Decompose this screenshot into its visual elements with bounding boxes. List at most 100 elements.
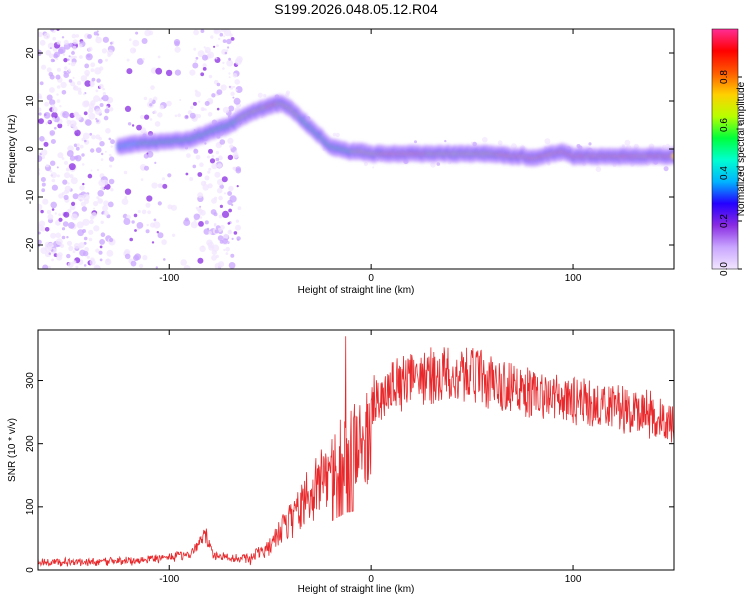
spectrogram-noise-cell (40, 247, 48, 255)
spectrogram-noise-cell (105, 105, 109, 109)
spectrogram-noise-cell (157, 232, 164, 239)
spectrogram-noise-cell (83, 198, 90, 204)
spectrogram-noise-cell (208, 148, 213, 154)
spectrogram-noise-cell (218, 37, 221, 41)
spectrogram-x-tick-label: 0 (368, 273, 374, 284)
spectrogram-noise-cell (209, 158, 216, 164)
spectrogram-noise-cell (221, 29, 227, 33)
snr-x-label: Height of straight line (km) (298, 584, 415, 595)
spectrogram-noise-cell (144, 130, 147, 134)
spectrogram-noise-cell (151, 182, 158, 189)
spectrogram-noise-cell (54, 126, 57, 130)
spectrogram-noise-cell (99, 258, 103, 262)
spectrogram-x-ticks: -100 0 100 (159, 29, 582, 284)
spectrogram-noise-cell (107, 49, 114, 56)
spectrogram-noise-cell (143, 96, 148, 101)
spectrogram-noise-cell (75, 146, 80, 151)
spectrogram-noise-cell (69, 155, 76, 161)
spectrogram-noise-cell (75, 34, 80, 38)
spectrogram-noise-cell (51, 106, 58, 113)
snr-y-tick-label: 200 (25, 435, 36, 452)
spectrogram-noise-cell (106, 249, 114, 257)
spectrogram-noise-cell (211, 197, 217, 204)
spectrogram-noise-cell (57, 252, 63, 258)
spectrogram-noise-cell (217, 235, 224, 241)
spectrogram-noise-cell (72, 125, 78, 131)
spectrogram-noise-cell (155, 266, 158, 269)
spectrogram-noise-cell (142, 255, 148, 261)
spectrogram-noise-cell (39, 136, 45, 142)
spectrogram-noise-cell (82, 218, 90, 226)
spectrogram-noise-cell (237, 206, 242, 211)
spectrogram-noise-cell (42, 198, 49, 205)
spectrogram-noise-cell (71, 213, 78, 221)
spectrogram-noise-cell (222, 39, 227, 43)
spectrogram-noise-cell (66, 236, 69, 239)
spectrogram-noise-cell (204, 175, 210, 181)
spectrogram-noise-cell (49, 99, 56, 106)
spectrogram-noise-cell (108, 178, 115, 185)
spectrogram-noise-cell (51, 178, 56, 183)
spectrogram-noise-cell (203, 46, 206, 49)
spectrogram-noise-cell (93, 201, 99, 207)
spectrogram-noise-cell (211, 154, 215, 158)
spectrogram-noise-cell (228, 262, 236, 269)
spectrogram-noise-cell (216, 107, 220, 111)
spectrogram-noise-cell (219, 32, 224, 37)
spectrogram-noise-cell (137, 209, 141, 214)
spectrogram-noise-cell (129, 38, 132, 41)
colorbar-tick-label: 0.6 (719, 118, 730, 132)
spectrogram-noise-cell (197, 50, 205, 58)
spectrogram-noise-cell (94, 67, 102, 75)
spectrogram-noise-cell (75, 265, 79, 269)
spectrogram-noise-cell (41, 64, 47, 70)
spectrogram-noise-cell (219, 139, 226, 145)
spectrogram-noise-cell (109, 153, 112, 157)
spectrogram-noise-cell (230, 37, 235, 41)
spectrogram-noise-cell (184, 114, 189, 120)
spectrogram-noise-cell (46, 67, 52, 73)
spectrogram-noise-cell (207, 170, 211, 174)
spectrogram-noise-cell (44, 139, 47, 142)
spectrogram-y-tick-label: -10 (25, 189, 36, 204)
spectrogram-noise-cell (46, 94, 53, 101)
spectrogram-noise-cell (215, 157, 220, 162)
spectrogram-noise-cell (109, 164, 113, 168)
spectrogram-noise-cell (51, 184, 59, 191)
spectrogram-noise-cell (50, 232, 57, 239)
spectrogram-noise-cell (102, 205, 109, 212)
spectrogram-noise-cell (100, 232, 106, 237)
colorbar-tick-label: 0.0 (719, 262, 730, 276)
spectrogram-noise-cell (62, 179, 68, 185)
spectrogram-noise-cell (135, 31, 139, 35)
spectrogram-noise-cell (100, 220, 104, 224)
spectrogram-noise-cell (87, 34, 92, 39)
spectrogram-noise-cell (236, 185, 239, 188)
spectrogram-noise-cell (43, 32, 50, 40)
colorbar-ticks: 0.0 0.2 0.4 0.6 0.8 (719, 70, 742, 276)
spectrogram-noise-cell (216, 44, 219, 47)
spectrogram-noise-cell (210, 35, 214, 39)
spectrogram-x-tick-label: -100 (159, 273, 179, 284)
spectrogram-noise-cell (165, 69, 173, 77)
snr-x-tick-label: 100 (565, 574, 582, 585)
colorbar: 0.0 0.2 0.4 0.6 0.8 Normalized spectral ampl… (711, 28, 747, 276)
spectrogram-noise-cell (149, 118, 153, 121)
spectrogram-noise-cell (67, 208, 72, 214)
spectrogram-noise-cell (154, 121, 161, 127)
spectrogram-noise-cell (192, 62, 199, 69)
spectrogram-noise-cell (208, 74, 213, 79)
spectrogram-noise-cell (109, 41, 113, 45)
spectrogram-noise-cell (44, 101, 49, 107)
spectrogram-noise-cell (89, 259, 96, 266)
spectrogram-noise-cell (68, 69, 71, 73)
spectrogram-noise-cell (41, 149, 48, 156)
spectrogram-noise-cell (54, 212, 57, 215)
spectrogram-noise-cell (217, 163, 223, 169)
spectrogram-noise-cell (72, 86, 77, 90)
spectrogram-noise-cell (222, 67, 225, 70)
spectrogram-x-tick-label: 100 (565, 273, 582, 284)
spectrogram-noise-cell (69, 174, 74, 179)
spectrogram-noise-cell (91, 212, 97, 218)
